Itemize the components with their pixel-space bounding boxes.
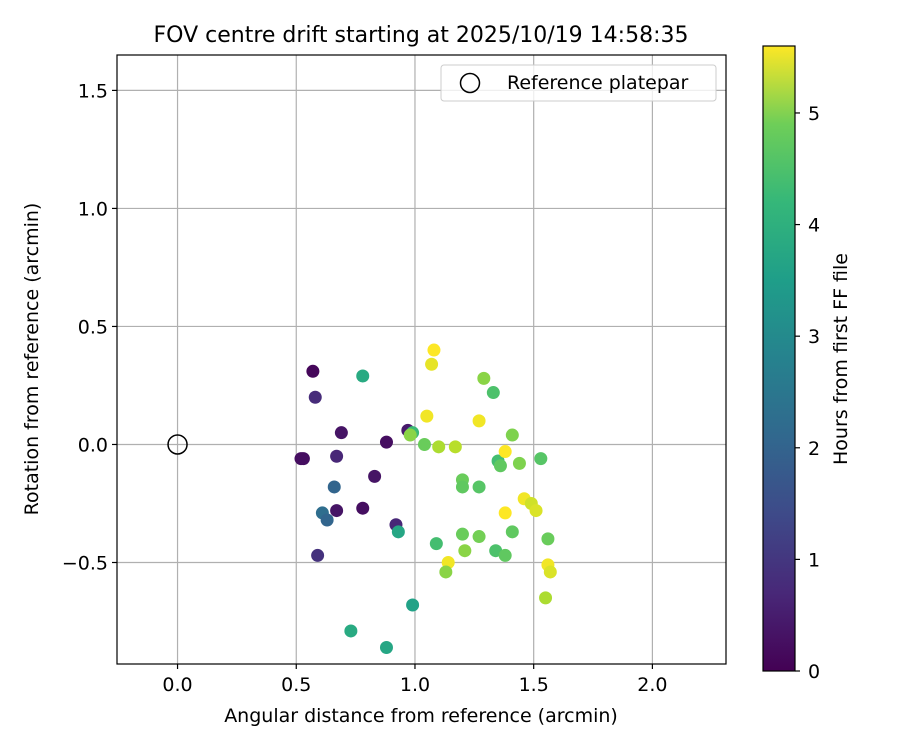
y-axis-label: Rotation from reference (arcmin) <box>21 203 43 516</box>
data-point <box>425 357 439 371</box>
data-point <box>505 428 519 442</box>
reference-platepar-marker <box>167 434 188 455</box>
y-tick-label: 1.5 <box>78 80 108 102</box>
data-point <box>306 364 320 378</box>
x-axis-ticks: 0.0 0.5 1.0 1.5 2.0 <box>162 664 668 696</box>
colorbar <box>762 45 796 672</box>
data-point <box>472 414 486 428</box>
data-point <box>458 544 472 558</box>
data-point <box>472 480 486 494</box>
data-point <box>472 530 486 544</box>
colorbar-tick-label: 1 <box>808 549 820 571</box>
data-point <box>327 480 341 494</box>
data-point <box>529 504 543 518</box>
data-point <box>379 640 393 654</box>
data-point <box>379 435 393 449</box>
data-point <box>296 452 310 466</box>
data-point <box>432 440 446 454</box>
y-axis-ticks: −0.5 0.0 0.5 1.0 1.5 <box>62 80 117 575</box>
data-point <box>512 456 526 470</box>
data-point <box>455 527 469 541</box>
data-point <box>330 504 344 518</box>
data-point <box>403 428 417 442</box>
data-point <box>356 369 370 383</box>
colorbar-tick-label: 0 <box>808 661 820 683</box>
data-point <box>368 469 382 483</box>
data-point <box>498 506 512 520</box>
colorbar-tick-label: 3 <box>808 326 820 348</box>
data-point <box>455 480 469 494</box>
data-point <box>406 598 420 612</box>
data-point <box>420 409 434 423</box>
data-point <box>541 532 555 546</box>
x-tick-label: 0.5 <box>281 674 311 696</box>
legend: Reference platepar <box>440 64 717 102</box>
data-point <box>543 565 557 579</box>
y-tick-label: −0.5 <box>62 553 108 575</box>
data-point <box>439 565 453 579</box>
colorbar-tick-label: 5 <box>808 103 820 125</box>
data-point <box>448 440 462 454</box>
colorbar-label: Hours from first FF file <box>830 253 852 465</box>
data-point <box>311 548 325 562</box>
x-tick-label: 1.5 <box>519 674 549 696</box>
data-point <box>330 449 344 463</box>
grid-lines <box>117 55 726 664</box>
data-point <box>320 513 334 527</box>
data-point <box>334 426 348 440</box>
data-point <box>498 548 512 562</box>
data-point <box>429 537 443 551</box>
data-point <box>356 501 370 515</box>
data-point <box>391 525 405 539</box>
y-tick-label: 0.0 <box>78 434 108 456</box>
data-point <box>477 371 491 385</box>
chart-title: FOV centre drift starting at 2025/10/19 … <box>154 23 689 48</box>
y-tick-label: 1.0 <box>78 198 108 220</box>
data-points <box>294 343 557 654</box>
colorbar-tick-label: 2 <box>808 438 820 460</box>
data-point <box>539 591 553 605</box>
x-tick-label: 0.0 <box>162 674 192 696</box>
colorbar-tick-label: 4 <box>808 215 820 237</box>
colorbar-ticks: 0 1 2 3 4 5 <box>795 103 820 683</box>
data-point <box>534 452 548 466</box>
legend-marker-icon <box>459 72 481 94</box>
data-point <box>486 386 500 400</box>
plot-frame <box>116 54 727 665</box>
data-point <box>505 525 519 539</box>
x-tick-label: 1.0 <box>400 674 430 696</box>
data-point <box>344 624 358 638</box>
data-point <box>417 437 431 451</box>
x-tick-label: 2.0 <box>637 674 667 696</box>
data-point <box>498 445 512 459</box>
data-point <box>493 459 507 473</box>
legend-label: Reference platepar <box>507 72 689 94</box>
y-tick-label: 0.5 <box>78 316 108 338</box>
data-point <box>427 343 441 357</box>
data-point <box>308 390 322 404</box>
x-axis-label: Angular distance from reference (arcmin) <box>224 705 618 727</box>
